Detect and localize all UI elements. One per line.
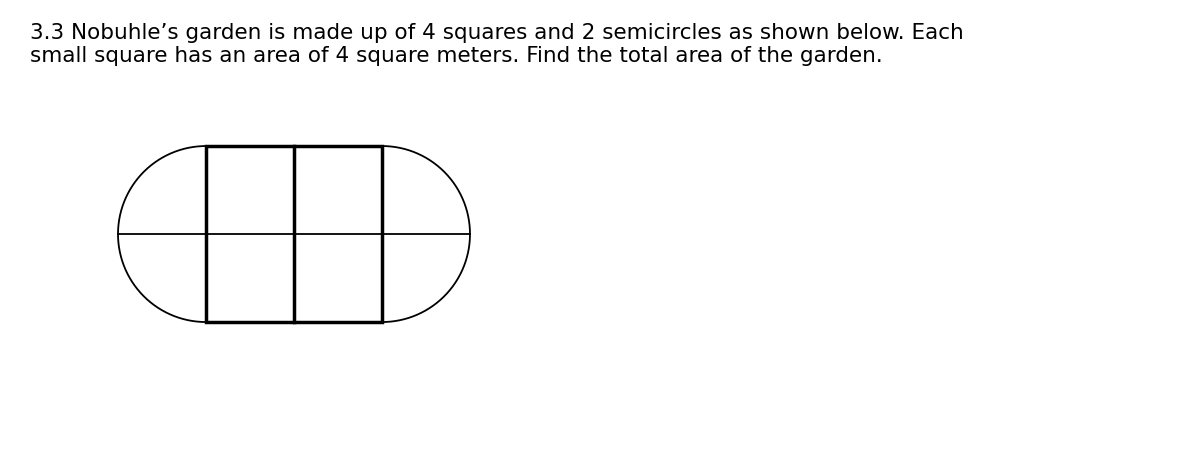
Text: 3.3 Nobuhle’s garden is made up of 4 squares and 2 semicircles as shown below. E: 3.3 Nobuhle’s garden is made up of 4 squ… — [30, 23, 964, 66]
Bar — [206, 147, 382, 322]
